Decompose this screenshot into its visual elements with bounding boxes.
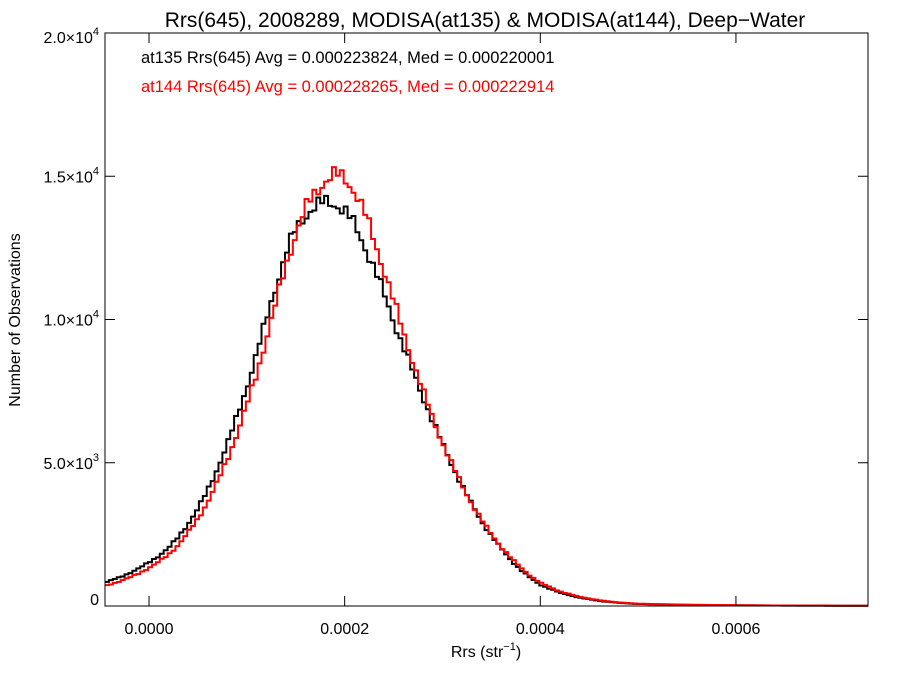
y-tick-label: 1.0×104	[43, 309, 99, 330]
annotation-at144: at144 Rrs(645) Avg = 0.000228265, Med = …	[141, 78, 554, 96]
x-axis-label-main: Rrs (str	[451, 644, 504, 661]
y-tick-label: 2.0×104	[43, 26, 99, 47]
y-tick-exponent: 3	[93, 452, 99, 464]
y-tick-label: 0	[90, 592, 99, 609]
x-axis-label: Rrs (str−1)	[451, 641, 521, 661]
series-at144-line	[105, 166, 868, 607]
x-tick-label: 0.0006	[711, 621, 760, 638]
annotation-at135: at135 Rrs(645) Avg = 0.000223824, Med = …	[141, 49, 554, 67]
x-tick-label: 0.0004	[516, 621, 565, 638]
x-tick-label: 0.0000	[125, 621, 174, 638]
y-tick-label: 1.5×104	[43, 165, 99, 186]
series-layer	[105, 166, 868, 607]
x-axis-label-exponent: −1	[503, 641, 516, 653]
y-tick-exponent: 4	[93, 165, 99, 177]
x-axis-ticks: 0.0000 0.0002 0.0004 0.0006	[125, 33, 761, 638]
y-tick-exponent: 4	[93, 309, 99, 321]
y-axis-label: Number of Observations	[7, 233, 24, 406]
x-tick-label: 0.0002	[320, 621, 369, 638]
y-tick-label: 5.0×103	[43, 452, 99, 473]
y-tick-exponent: 4	[93, 26, 99, 38]
x-axis-label-close: )	[516, 644, 521, 661]
chart-title: Rrs(645), 2008289, MODISA(at135) & MODIS…	[165, 9, 806, 32]
y-axis-ticks: 0 5.0×103 1.0×104 1.5×104 2.0×104	[43, 26, 868, 609]
